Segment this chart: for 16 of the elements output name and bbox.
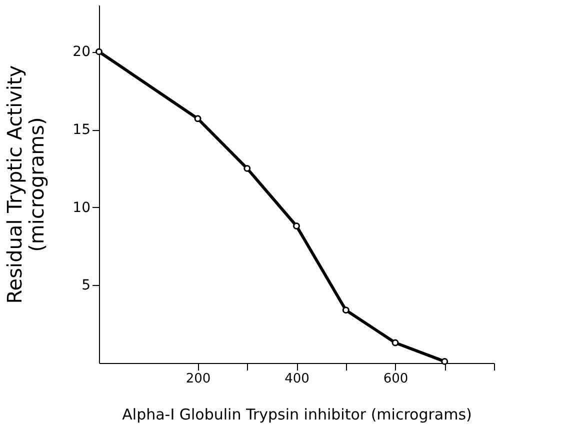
y-tick-label: 20: [72, 44, 90, 60]
point: [392, 339, 399, 346]
point: [293, 222, 300, 230]
point: [96, 48, 102, 56]
point: [194, 115, 202, 122]
y-tick-label: 15: [72, 122, 90, 138]
x-tick-label: 400: [284, 372, 310, 386]
point: [342, 306, 350, 314]
x-axis-title: Alpha-I Globulin Trypsin inhibitor (micrograms): [122, 406, 472, 424]
x-tick-label: 200: [186, 372, 211, 386]
y-axis-title: Residual Tryptic Activity (micrograms): [2, 65, 49, 304]
x-tick-label: 600: [383, 372, 408, 386]
y-tick-label: 5: [82, 278, 90, 294]
y-tick-label: 10: [72, 200, 90, 216]
point: [441, 358, 448, 365]
point: [244, 164, 251, 172]
